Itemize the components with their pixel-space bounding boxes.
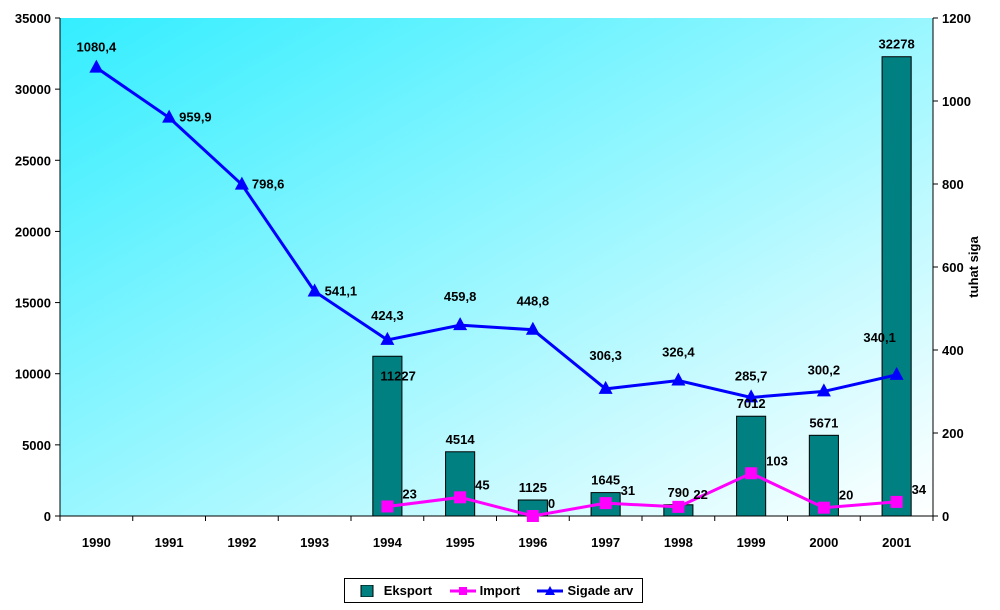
bar-eksport: [736, 415, 767, 517]
point-sigade-arv: [525, 321, 540, 335]
x-tick-label: 1991: [155, 535, 184, 550]
data-label-sigade-arv: 798,6: [252, 177, 285, 192]
x-tick-label: 2000: [809, 535, 838, 550]
point-sigade-arv: [671, 372, 686, 386]
data-label-eksport: 1645: [591, 473, 620, 488]
right-tick-label: 1000: [942, 94, 971, 109]
plot-area: [60, 18, 933, 516]
legend: Eksport Import Sigade arv: [344, 578, 643, 603]
data-label-sigade-arv: 448,8: [517, 294, 550, 309]
left-tick-label: 20000: [15, 224, 51, 239]
data-label-import: 20: [839, 488, 853, 503]
right-tick-label: 600: [942, 260, 964, 275]
right-tick-label: 200: [942, 426, 964, 441]
data-label-import: 0: [548, 496, 555, 511]
point-sigade-arv: [744, 389, 759, 403]
x-tick-label: 2001: [882, 535, 911, 550]
point-sigade-arv: [816, 383, 831, 397]
x-tick-label: 1997: [591, 535, 620, 550]
line-import: [387, 471, 897, 518]
point-sigade-arv: [380, 331, 395, 345]
data-label-sigade-arv: 306,3: [589, 348, 622, 363]
point-sigade-arv: [598, 380, 613, 394]
point-sigade-arv: [453, 317, 468, 331]
data-label-eksport: 11227: [380, 368, 415, 383]
legend-swatch-import: [449, 585, 476, 597]
data-label-import: 34: [912, 482, 927, 497]
data-label-import: 45: [475, 477, 489, 492]
legend-label-sigade-arv: Sigade arv: [567, 583, 634, 598]
data-label-eksport: 1125: [519, 480, 547, 495]
left-tick-label: 30000: [15, 82, 51, 97]
bar-eksport: [445, 451, 476, 517]
data-label-sigade-arv: 959,9: [179, 110, 212, 125]
left-tick-label: 15000: [15, 296, 51, 311]
legend-label-import: Import: [479, 583, 521, 598]
data-label-import: 23: [402, 486, 416, 501]
bar-eksport: [881, 56, 912, 517]
point-sigade-arv: [234, 176, 249, 190]
x-tick-label: 1992: [227, 535, 256, 550]
legend-swatch-eksport: [354, 584, 380, 597]
line-sigade-arv: [95, 66, 897, 399]
point-import: [890, 495, 903, 508]
left-tick-label: 25000: [15, 153, 51, 168]
point-import: [526, 510, 539, 522]
data-label-sigade-arv: 300,2: [808, 362, 841, 377]
x-tick-label: 1999: [737, 535, 766, 550]
data-label-sigade-arv: 424,3: [371, 308, 404, 323]
bar-eksport: [372, 355, 403, 517]
point-import: [745, 467, 758, 480]
right-axis-title: tuhat siga: [966, 236, 981, 298]
data-label-eksport: 5671: [809, 415, 838, 430]
right-tick-label: 1200: [942, 11, 971, 26]
data-label-import: 31: [621, 483, 635, 498]
point-sigade-arv: [889, 366, 904, 380]
data-label-import: 103: [766, 453, 788, 468]
x-tick-label: 1996: [518, 535, 547, 550]
legend-item-import: Import: [449, 583, 521, 598]
point-import: [381, 500, 394, 513]
legend-label-eksport: Eksport: [383, 583, 433, 598]
point-import: [454, 491, 467, 504]
right-tick-label: 0: [942, 509, 949, 524]
data-label-eksport: 790: [668, 485, 690, 500]
data-label-sigade-arv: 541,1: [325, 283, 358, 298]
data-label-sigade-arv: 459,8: [444, 289, 477, 304]
left-tick-label: 5000: [22, 438, 51, 453]
right-tick-label: 400: [942, 343, 964, 358]
x-tick-label: 1994: [373, 535, 403, 550]
x-tick-label: 1998: [664, 535, 693, 550]
data-label-sigade-arv: 1080,4: [76, 40, 117, 55]
legend-swatch-sigade-arv: [537, 585, 564, 597]
left-tick-label: 0: [44, 509, 51, 524]
point-sigade-arv: [307, 283, 322, 297]
data-label-eksport: 7012: [737, 396, 766, 411]
legend-item-sigade-arv: Sigade arv: [537, 583, 633, 598]
data-label-sigade-arv: 285,7: [735, 368, 768, 383]
point-import: [599, 497, 612, 510]
point-sigade-arv: [162, 109, 177, 123]
point-import: [817, 501, 830, 514]
right-tick-label: 800: [942, 177, 964, 192]
x-tick-label: 1990: [82, 535, 111, 550]
left-tick-label: 35000: [15, 11, 51, 26]
x-tick-label: 1995: [446, 535, 475, 550]
x-tick-label: 1993: [300, 535, 329, 550]
data-label-import: 22: [693, 487, 707, 502]
data-label-eksport: 32278: [879, 37, 915, 52]
left-tick-label: 10000: [15, 367, 51, 382]
data-label-eksport: 4514: [446, 432, 476, 447]
data-label-sigade-arv: 326,4: [662, 345, 695, 360]
point-sigade-arv: [89, 59, 104, 73]
point-import: [672, 500, 685, 513]
data-label-sigade-arv: 340,1: [863, 330, 896, 345]
legend-item-eksport: Eksport: [354, 583, 432, 598]
